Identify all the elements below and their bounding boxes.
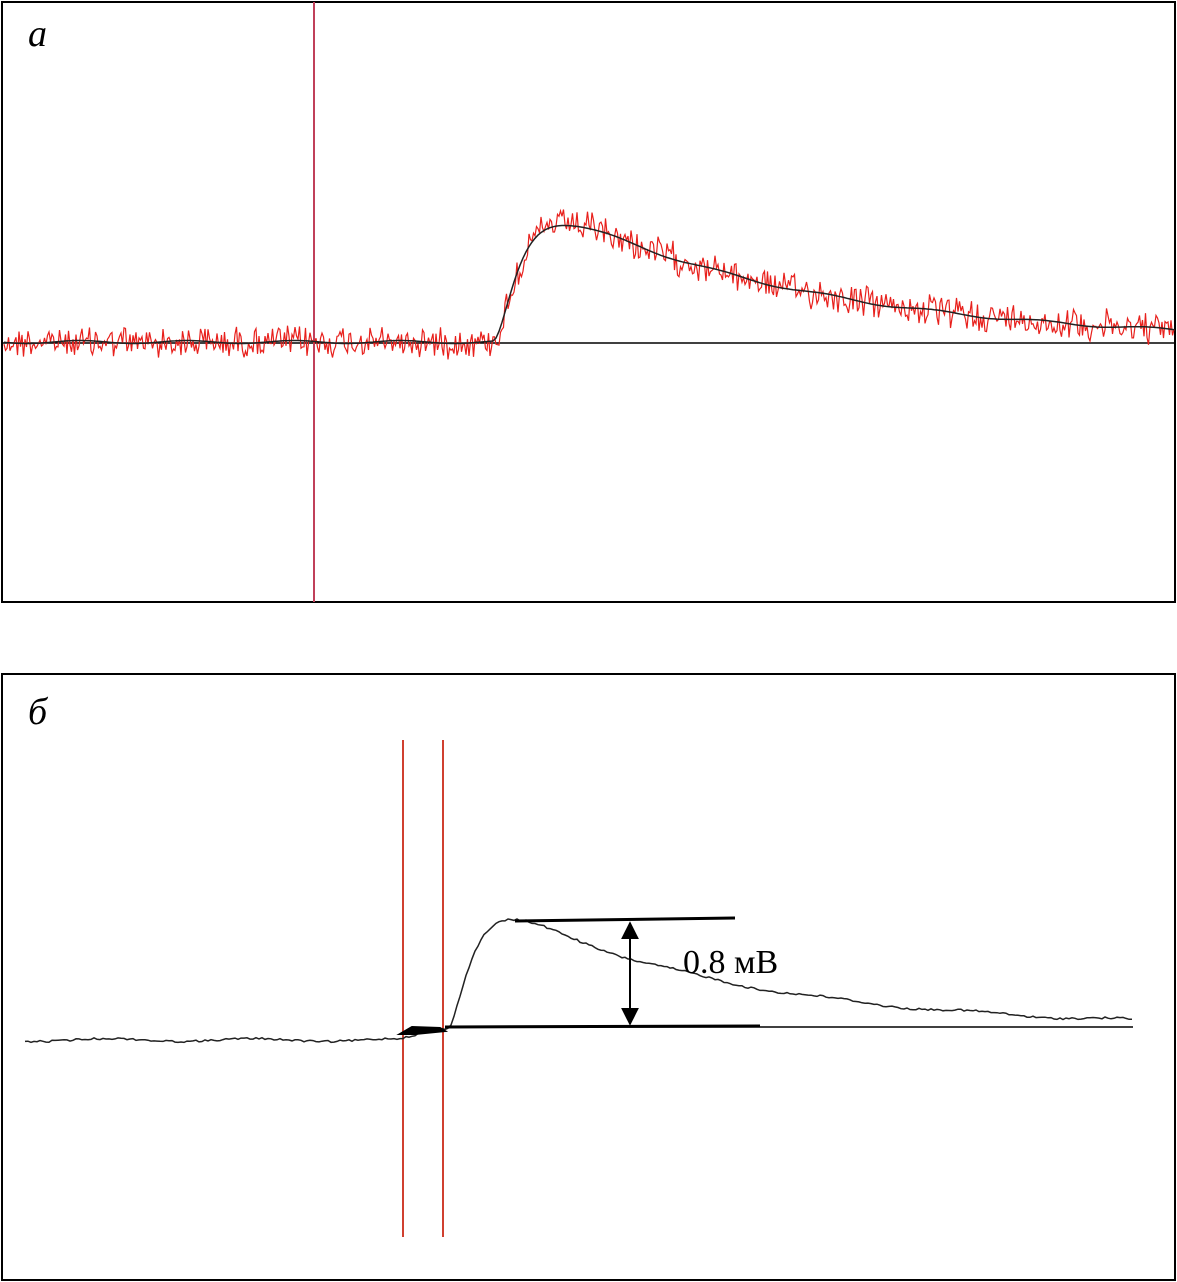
trace bbox=[396, 1025, 449, 1035]
trace bbox=[24, 918, 1133, 1044]
trace bbox=[3, 224, 1175, 345]
panel-frame bbox=[1, 673, 1176, 1281]
trace-group bbox=[3, 208, 1175, 360]
amplitude-label: 0.8 мВ bbox=[683, 944, 778, 981]
panel-frame bbox=[1, 1, 1176, 603]
panel-b: 0.8 мВ б bbox=[1, 673, 1176, 1281]
panel-a: а bbox=[1, 1, 1176, 603]
panel-label: б bbox=[28, 691, 49, 733]
trace bbox=[3, 208, 1175, 360]
trace-group bbox=[24, 918, 1133, 1044]
peak-line bbox=[514, 916, 736, 923]
panel-label: а bbox=[28, 13, 47, 55]
